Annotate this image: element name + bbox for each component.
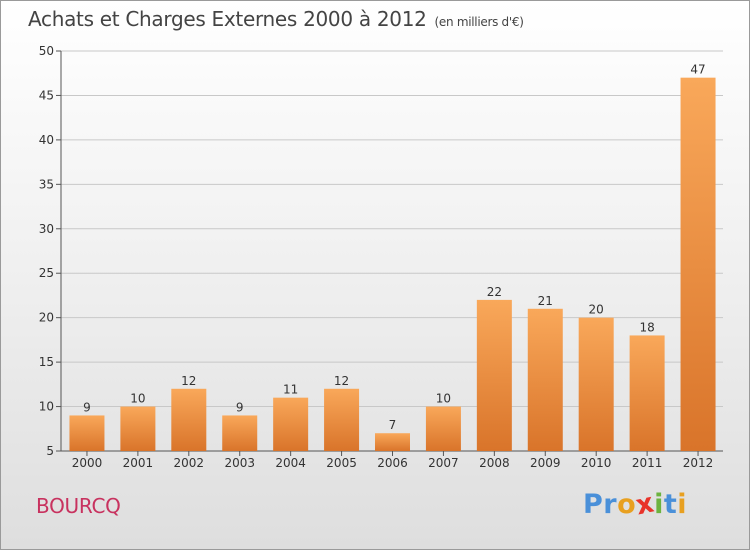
x-tick-label-2011: 2011 [632, 456, 663, 470]
value-label-2004: 11 [283, 383, 298, 397]
x-tick-label-2003: 2003 [224, 456, 255, 470]
brand-letter: P [583, 489, 604, 520]
value-label-2006: 7 [389, 418, 397, 432]
y-tick-label-30: 30 [39, 222, 54, 236]
bars [69, 77, 716, 452]
chart-title: Achats et Charges Externes 2000 à 2012 (e… [28, 7, 524, 31]
value-labels: 9 10 12 9 11 12 7 10 22 21 20 18 47 [83, 63, 706, 433]
value-label-2008: 22 [487, 285, 502, 299]
grid-lines [61, 50, 723, 408]
proxiti-logo: Proxiti [583, 487, 688, 521]
y-tick-label-40: 40 [39, 133, 54, 147]
bar-2011 [629, 335, 665, 451]
value-label-2011: 18 [639, 320, 654, 334]
y-tick-label-50: 50 [39, 44, 54, 58]
bar-2007 [425, 406, 461, 451]
axes [56, 50, 723, 456]
value-label-2010: 20 [589, 303, 604, 317]
y-tick-label-25: 25 [39, 266, 54, 280]
value-label-2005: 12 [334, 374, 349, 388]
x-tick-labels: 2000 2001 2002 2003 2004 2005 2006 2007 2008 2009… [72, 456, 714, 470]
chart-title-text: Achats et Charges Externes 2000 à 2012 [28, 7, 427, 31]
bar-2005 [324, 388, 360, 451]
x-tick-label-2009: 2009 [530, 456, 561, 470]
y-tick-labels: 5 10 15 20 25 30 35 40 45 50 [39, 44, 54, 458]
bar-2003 [222, 415, 258, 451]
x-tick-label-2010: 2010 [581, 456, 612, 470]
brand-letter: i [677, 489, 688, 520]
bar-2008 [476, 299, 512, 451]
bar-2012 [680, 77, 716, 452]
value-label-2012: 47 [690, 63, 705, 77]
value-label-2003: 9 [236, 400, 244, 414]
bar-2000 [69, 415, 105, 451]
value-label-2000: 9 [83, 400, 91, 414]
bar-2010 [578, 317, 614, 451]
x-tick-label-2005: 2005 [326, 456, 357, 470]
x-tick-label-2004: 2004 [275, 456, 306, 470]
chart-unit: (en milliers d'€) [434, 15, 524, 29]
bar-2002 [171, 388, 207, 451]
brand-letter: o [617, 489, 637, 520]
y-tick-label-35: 35 [39, 177, 54, 191]
x-tick-label-2001: 2001 [123, 456, 154, 470]
bar-2009 [527, 308, 563, 451]
y-tick-label-15: 15 [39, 355, 54, 369]
brand-letter: r [603, 489, 618, 520]
brand-letter: i [654, 489, 664, 520]
y-tick-label-5: 5 [46, 444, 54, 458]
x-tick-label-2000: 2000 [72, 456, 103, 470]
value-label-2009: 21 [538, 294, 553, 308]
x-tick-label-2006: 2006 [377, 456, 408, 470]
value-label-2001: 10 [130, 392, 145, 406]
x-tick-label-2012: 2012 [683, 456, 714, 470]
brand-letter: t [663, 489, 678, 520]
commune-name: BOURCQ [36, 494, 121, 518]
y-tick-label-45: 45 [39, 88, 54, 102]
y-tick-label-10: 10 [39, 400, 54, 414]
y-tick-label-20: 20 [39, 311, 54, 325]
x-tick-label-2008: 2008 [479, 456, 510, 470]
value-label-2007: 10 [436, 392, 451, 406]
bar-2006 [375, 433, 410, 451]
bar-2004 [273, 397, 309, 451]
value-label-2002: 12 [181, 374, 196, 388]
bar-2001 [120, 406, 156, 451]
x-tick-label-2002: 2002 [174, 456, 205, 470]
x-tick-label-2007: 2007 [428, 456, 459, 470]
